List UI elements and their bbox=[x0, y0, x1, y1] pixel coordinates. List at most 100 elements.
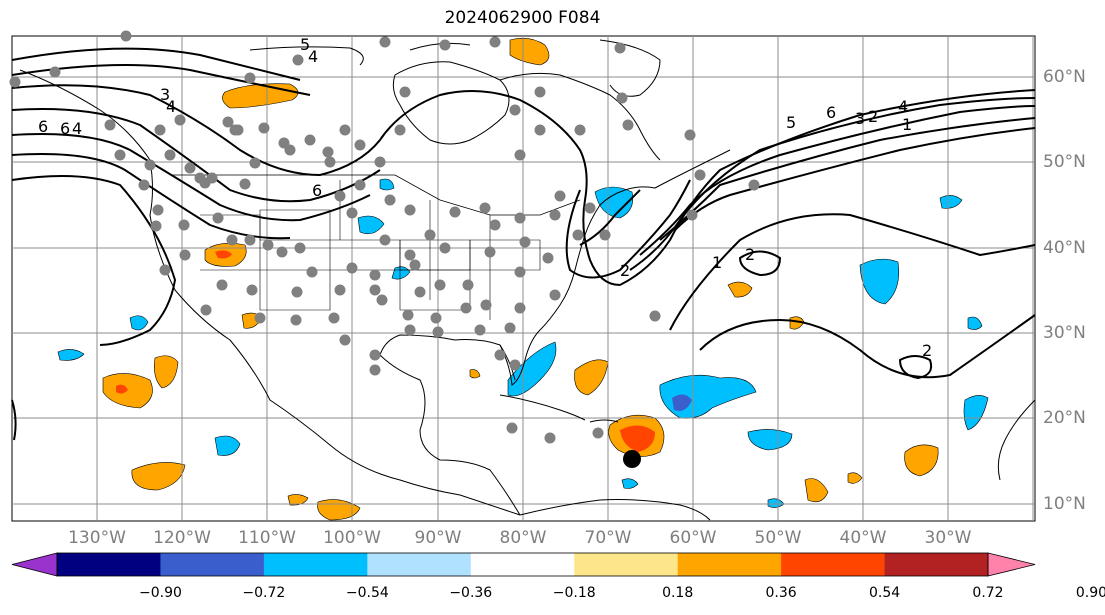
contour-label: 6 bbox=[826, 103, 836, 122]
anomaly-shading bbox=[57, 38, 989, 521]
latitude-label: 60°N bbox=[1043, 67, 1086, 87]
station-dot bbox=[369, 269, 381, 281]
station-dot bbox=[460, 302, 472, 314]
contour-label: 5 bbox=[300, 35, 310, 54]
station-dot bbox=[178, 219, 190, 231]
colorbar-segment bbox=[57, 553, 161, 576]
station-dot bbox=[104, 119, 116, 131]
contour-label: 3 bbox=[855, 109, 865, 128]
contour-label: 4 bbox=[166, 97, 176, 116]
station-dot bbox=[494, 349, 506, 361]
colorbar-segment bbox=[470, 553, 575, 576]
station-dot bbox=[514, 266, 526, 278]
latitude-label: 10°N bbox=[1043, 494, 1086, 514]
station-dot bbox=[216, 279, 228, 291]
station-dot bbox=[324, 156, 336, 168]
station-dot bbox=[246, 284, 258, 296]
station-dot bbox=[9, 76, 21, 88]
station-dot bbox=[592, 427, 604, 439]
station-dot bbox=[519, 236, 531, 248]
colorbar-extend-high bbox=[987, 552, 1036, 577]
station-dot bbox=[649, 310, 661, 322]
colorbar-tick-label: 0.36 bbox=[765, 585, 797, 601]
height-contours bbox=[11, 47, 1036, 441]
station-dot bbox=[291, 286, 303, 298]
contour-label: 3 bbox=[160, 85, 170, 104]
station-dot bbox=[549, 209, 561, 221]
colorbar-tick-label: −0.90 bbox=[138, 585, 182, 601]
station-dot bbox=[354, 179, 366, 191]
station-dot bbox=[409, 259, 421, 271]
station-dot bbox=[200, 304, 212, 316]
station-dot bbox=[379, 234, 391, 246]
station-dot bbox=[748, 179, 760, 191]
station-dot bbox=[174, 114, 186, 126]
colorbar-tick-label: −0.36 bbox=[449, 585, 493, 601]
station-dot bbox=[369, 349, 381, 361]
station-dot bbox=[244, 234, 256, 246]
station-dot bbox=[304, 134, 316, 146]
station-dot bbox=[154, 124, 166, 136]
station-dot bbox=[616, 92, 628, 104]
colorbar-tick-label: −0.72 bbox=[242, 585, 286, 601]
station-dot bbox=[694, 169, 706, 181]
station-dot bbox=[49, 66, 61, 78]
station-dot bbox=[164, 149, 176, 161]
colorbar-outline bbox=[56, 552, 989, 577]
station-dot bbox=[509, 104, 521, 116]
station-dot bbox=[462, 279, 474, 291]
colorbar-extend-low bbox=[11, 552, 58, 577]
station-dot bbox=[684, 129, 696, 141]
station-dot bbox=[514, 302, 526, 314]
station-dot bbox=[179, 249, 191, 261]
station-dot bbox=[222, 116, 234, 128]
contour-label: 2 bbox=[745, 245, 755, 264]
station-dot bbox=[584, 202, 596, 214]
station-dot bbox=[159, 264, 171, 276]
station-dot bbox=[120, 30, 132, 42]
station-dot bbox=[138, 179, 150, 191]
colorbar-tick-label: −0.54 bbox=[345, 585, 389, 601]
station-dot bbox=[430, 312, 442, 324]
lat-lon-grid bbox=[12, 36, 1035, 521]
station-dot bbox=[334, 190, 346, 202]
station-dot bbox=[244, 72, 256, 84]
station-dot bbox=[379, 36, 391, 48]
contour-label: 2 bbox=[922, 341, 932, 360]
station-dot bbox=[334, 284, 346, 296]
colorbar-segment bbox=[160, 553, 265, 576]
station-dot bbox=[232, 124, 244, 136]
longitude-label: 40°W bbox=[839, 528, 887, 548]
station-dot bbox=[258, 122, 270, 134]
station-dot bbox=[479, 202, 491, 214]
station-dot bbox=[328, 312, 340, 324]
station-dot bbox=[369, 284, 381, 296]
map-title: 2024062900 F084 bbox=[444, 8, 601, 28]
contour-label: 6 bbox=[312, 181, 322, 200]
station-dot bbox=[474, 324, 486, 336]
station-dot bbox=[549, 289, 561, 301]
station-dot bbox=[614, 42, 626, 54]
station-dot bbox=[484, 246, 496, 258]
colorbar-tick-label: −0.18 bbox=[552, 585, 596, 601]
latitude-label: 20°N bbox=[1043, 408, 1086, 428]
station-dot bbox=[384, 194, 396, 206]
station-dot bbox=[686, 209, 698, 221]
contour-label: 4 bbox=[72, 119, 82, 138]
contour-label: 2 bbox=[868, 107, 878, 126]
station-dot bbox=[414, 286, 426, 298]
contour-label: 1 bbox=[902, 115, 912, 134]
station-dot bbox=[489, 36, 501, 48]
contour-label: 5 bbox=[786, 113, 796, 132]
station-dot bbox=[322, 146, 334, 158]
longitude-label: 50°W bbox=[754, 528, 802, 548]
station-dot bbox=[346, 262, 358, 274]
contour-label: 6 bbox=[60, 119, 70, 138]
station-dot bbox=[194, 172, 206, 184]
station-dot bbox=[622, 119, 634, 131]
longitude-label: 130°W bbox=[68, 528, 126, 548]
station-dot bbox=[449, 206, 461, 218]
colorbar-segment bbox=[677, 553, 782, 576]
colorbar-segment bbox=[263, 553, 368, 576]
